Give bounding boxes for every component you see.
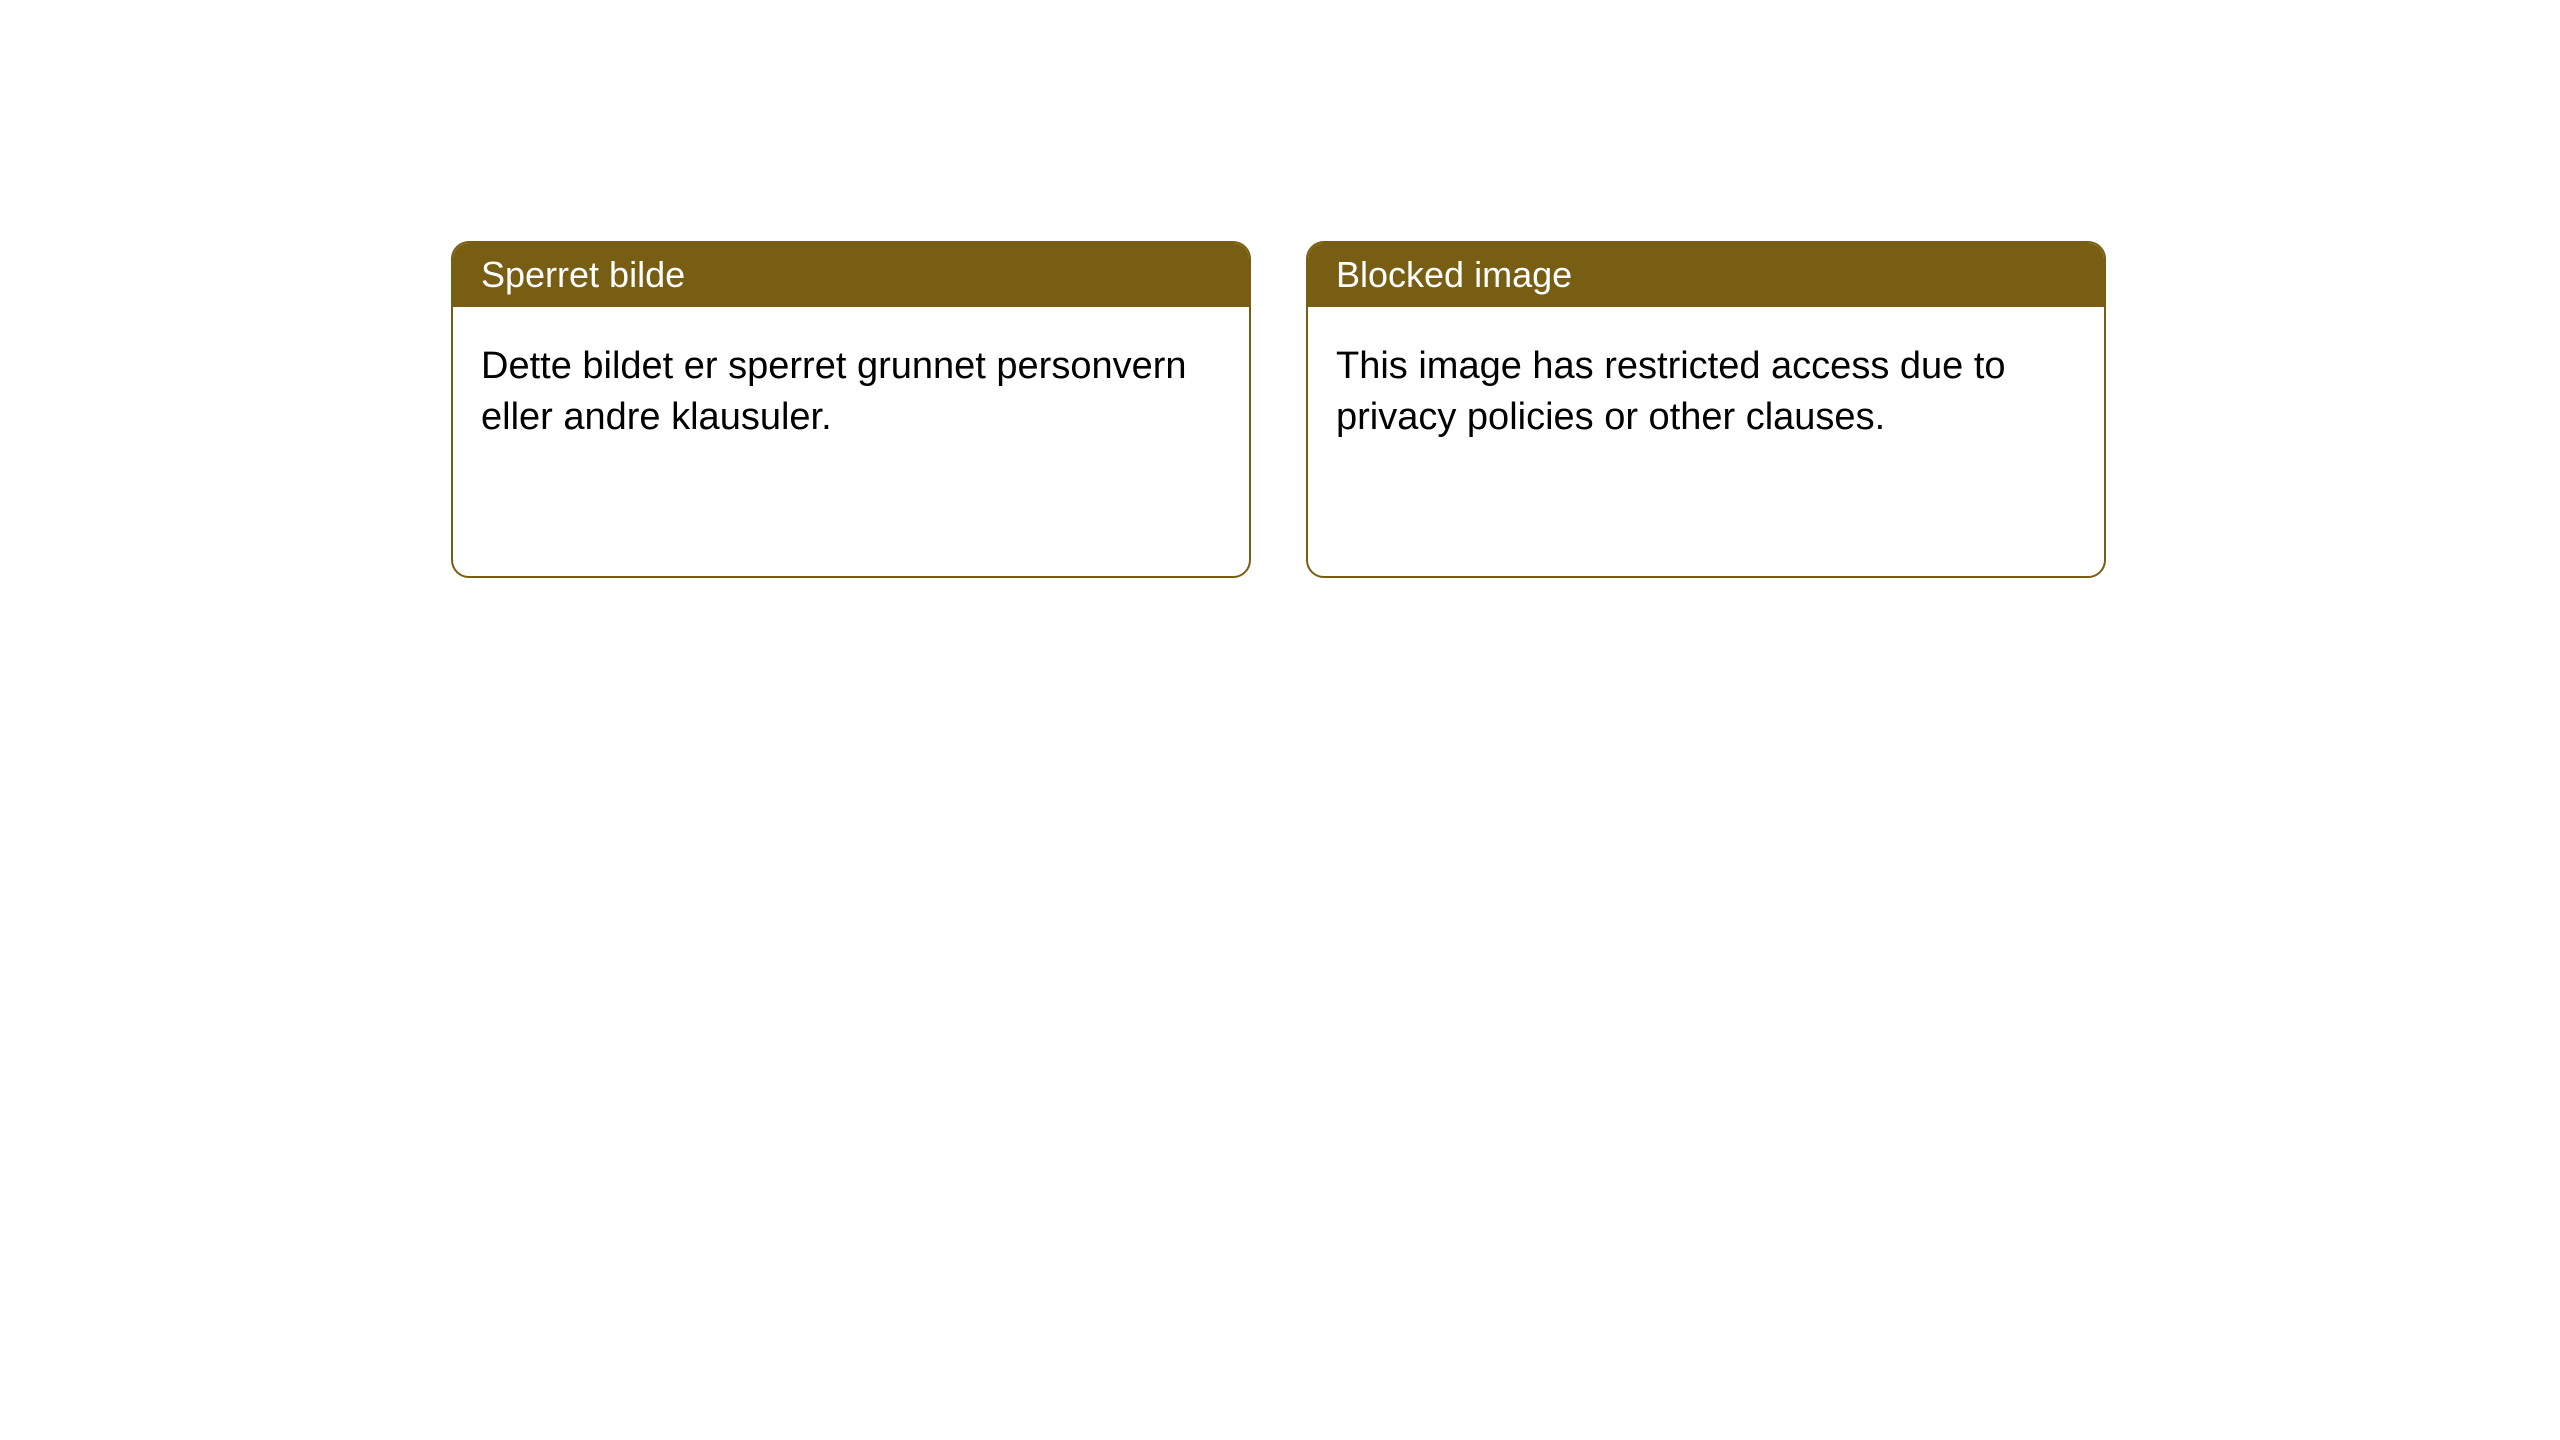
card-header: Blocked image [1308,243,2104,307]
card-body-text: This image has restricted access due to … [1336,345,2006,438]
notice-card-english: Blocked image This image has restricted … [1306,241,2106,578]
card-title: Blocked image [1336,254,1572,295]
card-body: This image has restricted access due to … [1308,307,2104,478]
card-body: Dette bildet er sperret grunnet personve… [453,307,1249,478]
card-body-text: Dette bildet er sperret grunnet personve… [481,345,1187,438]
notice-card-norwegian: Sperret bilde Dette bildet er sperret gr… [451,241,1251,578]
card-title: Sperret bilde [481,254,685,295]
card-header: Sperret bilde [453,243,1249,307]
notice-cards-container: Sperret bilde Dette bildet er sperret gr… [451,241,2106,578]
